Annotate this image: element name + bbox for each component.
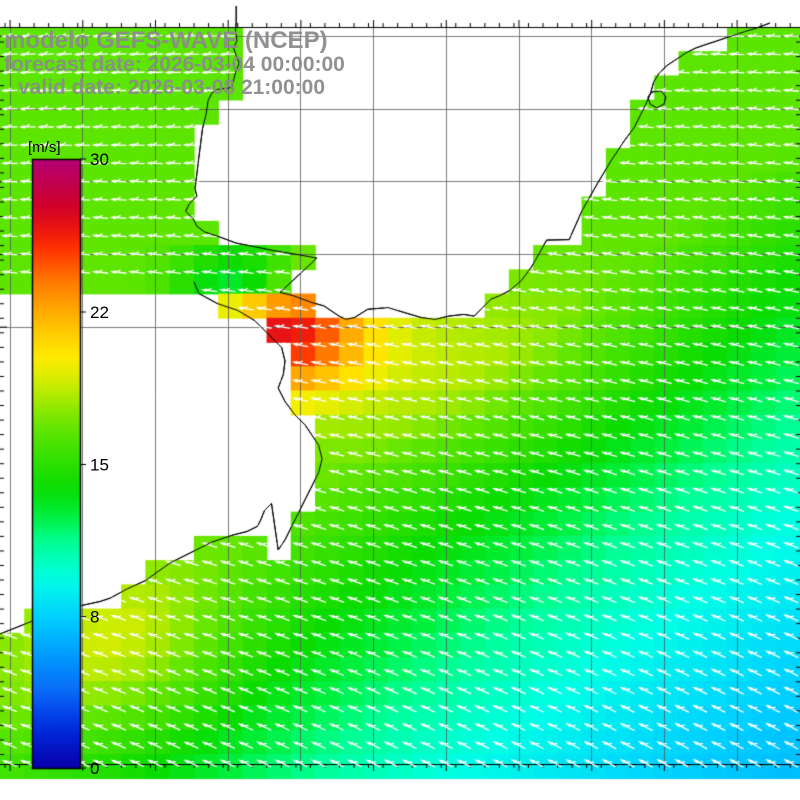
svg-text:15: 15 — [90, 456, 109, 475]
svg-text:valid date: 2026-03-08 21:00:0: valid date: 2026-03-08 21:00:00 — [18, 76, 325, 99]
svg-text:[m/s]: [m/s] — [28, 139, 61, 156]
svg-text:modelo GEFS-WAVE (NCEP): modelo GEFS-WAVE (NCEP) — [4, 27, 328, 54]
svg-text:0: 0 — [90, 759, 99, 778]
svg-text:forecast date: 2026-03-04 00:0: forecast date: 2026-03-04 00:00:00 — [4, 53, 345, 76]
svg-text:8: 8 — [90, 608, 99, 627]
svg-text:22: 22 — [90, 303, 109, 322]
svg-text:30: 30 — [90, 150, 109, 169]
